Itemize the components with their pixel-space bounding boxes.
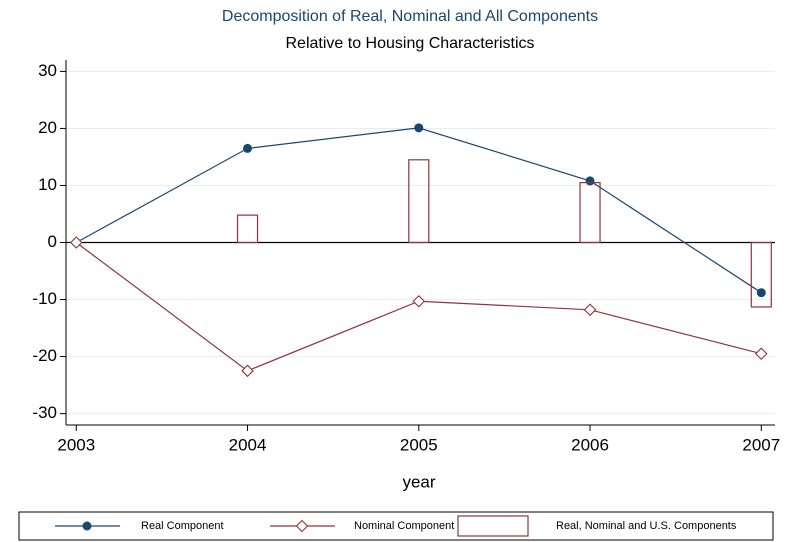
- x-axis-label: year: [402, 472, 435, 491]
- bar: [236, 214, 259, 244]
- marker: [414, 123, 424, 133]
- legend-box: [18, 511, 774, 541]
- y-tick-label: 0: [48, 232, 57, 251]
- chart-title: Decomposition of Real, Nominal and All C…: [222, 8, 598, 25]
- marker: [243, 143, 253, 153]
- marker: [585, 176, 595, 186]
- bar: [750, 241, 772, 308]
- chart-subtitle: Relative to Housing Characteristics: [286, 35, 535, 52]
- x-tick-label: 2006: [571, 435, 609, 454]
- legend-label: Nominal Component: [354, 520, 454, 532]
- y-tick-label: 30: [38, 61, 57, 80]
- y-tick-label: -30: [32, 403, 57, 422]
- legend-marker: [82, 521, 92, 531]
- x-tick-label: 2003: [57, 435, 95, 454]
- legend-label: Real Component: [141, 520, 224, 532]
- y-tick-label: -20: [32, 346, 57, 365]
- legend-symbol: [457, 515, 529, 537]
- marker: [69, 236, 83, 249]
- y-tick-label: -10: [32, 289, 57, 308]
- x-tick-label: 2004: [229, 435, 267, 454]
- marker: [755, 347, 768, 360]
- line: [75, 127, 762, 294]
- marker: [583, 303, 597, 317]
- bar: [579, 182, 601, 244]
- marker: [412, 294, 426, 308]
- marker: [241, 364, 254, 378]
- legend-marker: [295, 519, 309, 533]
- bar: [408, 159, 430, 244]
- x-tick-label: 2007: [742, 435, 780, 454]
- legend-label: Real, Nominal and U.S. Components: [556, 520, 737, 532]
- x-tick-label: 2005: [400, 435, 438, 454]
- y-tick-label: 10: [38, 175, 57, 194]
- y-tick-label: 20: [38, 118, 57, 137]
- marker: [756, 288, 766, 298]
